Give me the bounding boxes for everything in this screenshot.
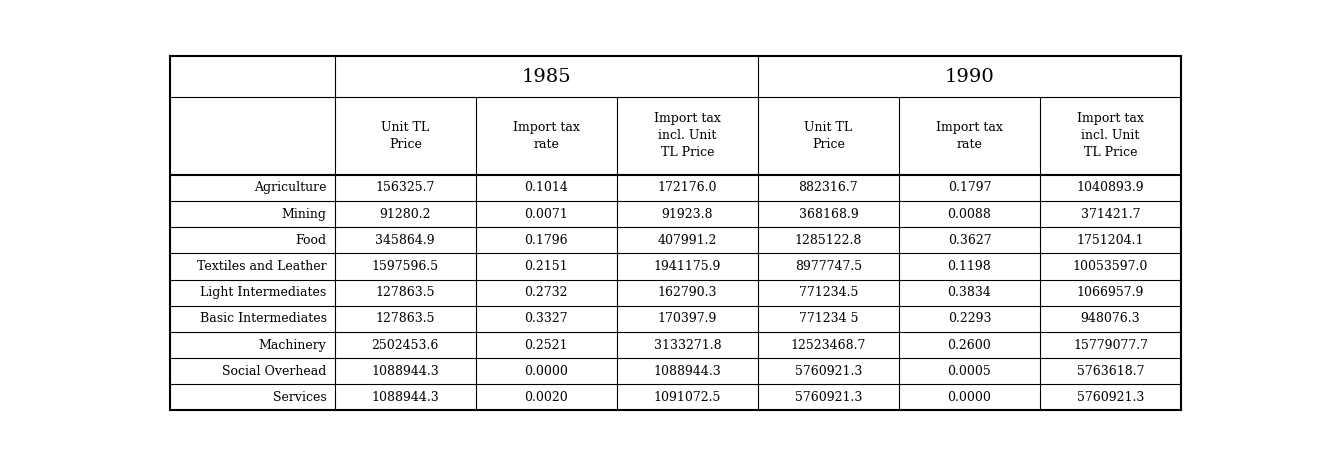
Text: 1091072.5: 1091072.5 — [654, 391, 721, 404]
Text: Import tax
rate: Import tax rate — [513, 121, 580, 151]
Text: 0.3327: 0.3327 — [525, 312, 568, 325]
Text: Agriculture: Agriculture — [254, 182, 327, 195]
Text: 2502453.6: 2502453.6 — [372, 339, 439, 352]
Text: 1040893.9: 1040893.9 — [1077, 182, 1144, 195]
Text: 0.1796: 0.1796 — [525, 234, 568, 247]
Text: 1285122.8: 1285122.8 — [795, 234, 862, 247]
Text: Import tax
rate: Import tax rate — [936, 121, 1003, 151]
Text: 1597596.5: 1597596.5 — [372, 260, 439, 273]
Text: Food: Food — [295, 234, 327, 247]
Text: Textiles and Leather: Textiles and Leather — [196, 260, 327, 273]
Text: Social Overhead: Social Overhead — [223, 365, 327, 378]
Text: 0.0005: 0.0005 — [948, 365, 991, 378]
Text: 1066957.9: 1066957.9 — [1077, 286, 1144, 299]
Text: Machinery: Machinery — [258, 339, 327, 352]
Text: 0.2293: 0.2293 — [948, 312, 991, 325]
Text: 0.0000: 0.0000 — [525, 365, 568, 378]
Text: 156325.7: 156325.7 — [376, 182, 435, 195]
Text: 371421.7: 371421.7 — [1081, 207, 1140, 221]
Text: 407991.2: 407991.2 — [658, 234, 717, 247]
Text: 1985: 1985 — [522, 67, 571, 85]
Text: Import tax
incl. Unit
TL Price: Import tax incl. Unit TL Price — [654, 112, 721, 159]
Text: 0.2151: 0.2151 — [525, 260, 568, 273]
Text: 0.1014: 0.1014 — [525, 182, 568, 195]
Text: 172176.0: 172176.0 — [658, 182, 717, 195]
Text: 0.2732: 0.2732 — [525, 286, 568, 299]
Text: 91280.2: 91280.2 — [380, 207, 431, 221]
Text: 8977747.5: 8977747.5 — [795, 260, 862, 273]
Text: 0.0088: 0.0088 — [948, 207, 991, 221]
Text: 5760921.3: 5760921.3 — [795, 365, 862, 378]
Text: 5760921.3: 5760921.3 — [1077, 391, 1144, 404]
Text: 127863.5: 127863.5 — [376, 286, 435, 299]
Text: 0.0000: 0.0000 — [948, 391, 991, 404]
Text: 0.2521: 0.2521 — [525, 339, 568, 352]
Text: 12523468.7: 12523468.7 — [791, 339, 866, 352]
Text: 1941175.9: 1941175.9 — [654, 260, 721, 273]
Text: 1088944.3: 1088944.3 — [654, 365, 721, 378]
Text: 0.3627: 0.3627 — [948, 234, 991, 247]
Text: 1990: 1990 — [945, 67, 994, 85]
Text: 1751204.1: 1751204.1 — [1077, 234, 1144, 247]
Text: 948076.3: 948076.3 — [1081, 312, 1140, 325]
Text: Unit TL
Price: Unit TL Price — [381, 121, 430, 151]
Text: 771234.5: 771234.5 — [799, 286, 858, 299]
Text: 5763618.7: 5763618.7 — [1077, 365, 1144, 378]
Text: Mining: Mining — [282, 207, 327, 221]
Text: Services: Services — [273, 391, 327, 404]
Text: 771234 5: 771234 5 — [799, 312, 858, 325]
Text: Unit TL
Price: Unit TL Price — [804, 121, 853, 151]
Text: 170397.9: 170397.9 — [658, 312, 717, 325]
Text: Import tax
incl. Unit
TL Price: Import tax incl. Unit TL Price — [1077, 112, 1144, 159]
Text: 345864.9: 345864.9 — [376, 234, 435, 247]
Text: 3133271.8: 3133271.8 — [654, 339, 721, 352]
Text: 1088944.3: 1088944.3 — [372, 391, 439, 404]
Text: 0.3834: 0.3834 — [948, 286, 991, 299]
Text: Basic Intermediates: Basic Intermediates — [199, 312, 327, 325]
Text: 0.1198: 0.1198 — [948, 260, 991, 273]
Text: 1088944.3: 1088944.3 — [372, 365, 439, 378]
Text: 882316.7: 882316.7 — [799, 182, 858, 195]
Text: 368168.9: 368168.9 — [799, 207, 858, 221]
Text: 0.1797: 0.1797 — [948, 182, 991, 195]
Text: 91923.8: 91923.8 — [662, 207, 713, 221]
Text: 0.0071: 0.0071 — [525, 207, 568, 221]
Text: 10053597.0: 10053597.0 — [1073, 260, 1148, 273]
Text: 0.2600: 0.2600 — [948, 339, 991, 352]
Text: 15779077.7: 15779077.7 — [1073, 339, 1148, 352]
Text: 127863.5: 127863.5 — [376, 312, 435, 325]
Text: Light Intermediates: Light Intermediates — [200, 286, 327, 299]
Text: 5760921.3: 5760921.3 — [795, 391, 862, 404]
Text: 162790.3: 162790.3 — [658, 286, 717, 299]
Text: 0.0020: 0.0020 — [525, 391, 568, 404]
